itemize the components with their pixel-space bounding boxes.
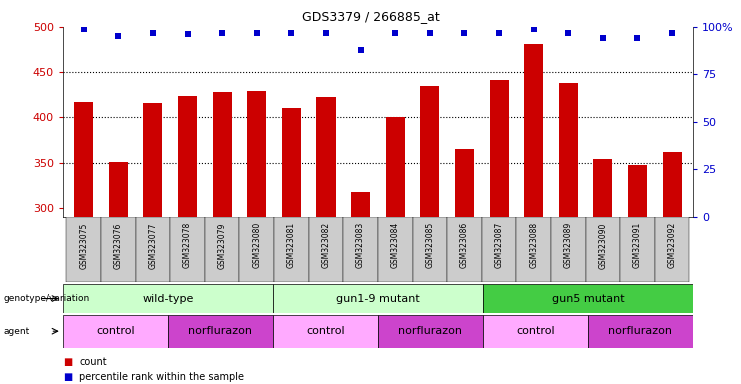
Bar <box>588 315 693 348</box>
Bar <box>63 284 273 313</box>
Text: GSM323079: GSM323079 <box>218 222 227 268</box>
Bar <box>594 159 612 217</box>
Bar <box>316 98 336 217</box>
Text: GSM323086: GSM323086 <box>460 222 469 268</box>
Bar <box>168 315 273 348</box>
Bar <box>655 217 689 282</box>
Bar <box>273 315 378 348</box>
Text: GSM323088: GSM323088 <box>529 222 538 268</box>
Text: control: control <box>516 326 555 336</box>
Bar <box>273 284 483 313</box>
Point <box>666 30 678 36</box>
Text: GSM323085: GSM323085 <box>425 222 434 268</box>
Point <box>631 35 643 41</box>
Text: percentile rank within the sample: percentile rank within the sample <box>79 372 245 382</box>
Text: GSM323077: GSM323077 <box>148 222 158 268</box>
Text: GSM323075: GSM323075 <box>79 222 88 268</box>
Bar <box>620 217 655 282</box>
Bar <box>455 149 474 217</box>
Bar <box>585 217 620 282</box>
Text: wild-type: wild-type <box>142 293 193 304</box>
Point <box>389 30 401 36</box>
Point <box>528 26 539 32</box>
Bar <box>662 152 682 217</box>
Point <box>216 30 228 36</box>
Bar <box>74 102 93 217</box>
Bar <box>213 92 232 217</box>
Point <box>493 30 505 36</box>
Text: control: control <box>96 326 135 336</box>
Bar <box>524 44 543 217</box>
Text: control: control <box>306 326 345 336</box>
Bar <box>483 315 588 348</box>
Bar <box>490 80 508 217</box>
Bar <box>420 86 439 217</box>
Bar <box>144 103 162 217</box>
Text: agent: agent <box>4 327 30 336</box>
Bar <box>559 83 578 217</box>
Text: GSM323083: GSM323083 <box>356 222 365 268</box>
Bar <box>170 217 205 282</box>
Text: GSM323089: GSM323089 <box>564 222 573 268</box>
Text: norflurazon: norflurazon <box>608 326 672 336</box>
Point <box>182 31 193 38</box>
Bar <box>482 217 516 282</box>
Point <box>251 30 263 36</box>
Bar <box>516 217 551 282</box>
Text: ■: ■ <box>63 357 72 367</box>
Bar <box>67 217 101 282</box>
Text: GSM323082: GSM323082 <box>322 222 330 268</box>
Bar <box>551 217 585 282</box>
Point <box>320 30 332 36</box>
Bar <box>413 217 447 282</box>
Point <box>78 26 90 32</box>
Text: count: count <box>79 357 107 367</box>
Text: GSM323091: GSM323091 <box>633 222 642 268</box>
Bar <box>378 217 413 282</box>
Point <box>113 33 124 40</box>
Text: norflurazon: norflurazon <box>188 326 253 336</box>
Bar <box>63 315 168 348</box>
Point <box>459 30 471 36</box>
Text: GSM323078: GSM323078 <box>183 222 192 268</box>
Text: genotype/variation: genotype/variation <box>4 294 90 303</box>
Text: gun5 mutant: gun5 mutant <box>551 293 624 304</box>
Text: GSM323076: GSM323076 <box>114 222 123 268</box>
Text: norflurazon: norflurazon <box>399 326 462 336</box>
Point <box>355 46 367 53</box>
Bar <box>483 284 693 313</box>
Bar <box>386 118 405 217</box>
Bar <box>109 162 128 217</box>
Bar <box>101 217 136 282</box>
Text: ■: ■ <box>63 372 72 382</box>
Point <box>562 30 574 36</box>
Text: GDS3379 / 266885_at: GDS3379 / 266885_at <box>302 10 439 23</box>
Bar <box>309 217 343 282</box>
Point <box>424 30 436 36</box>
Bar <box>378 315 483 348</box>
Bar <box>247 91 266 217</box>
Bar <box>136 217 170 282</box>
Text: GSM323090: GSM323090 <box>598 222 608 268</box>
Bar <box>351 192 370 217</box>
Point <box>597 35 609 41</box>
Text: GSM323087: GSM323087 <box>494 222 504 268</box>
Text: GSM323080: GSM323080 <box>252 222 262 268</box>
Text: GSM323092: GSM323092 <box>668 222 677 268</box>
Bar <box>628 166 647 217</box>
Bar <box>274 217 309 282</box>
Bar <box>205 217 239 282</box>
Text: GSM323081: GSM323081 <box>287 222 296 268</box>
Bar <box>178 96 197 217</box>
Bar <box>282 108 301 217</box>
Bar <box>447 217 482 282</box>
Bar <box>239 217 274 282</box>
Text: GSM323084: GSM323084 <box>391 222 399 268</box>
Point <box>147 30 159 36</box>
Bar <box>343 217 378 282</box>
Point <box>285 30 297 36</box>
Text: gun1-9 mutant: gun1-9 mutant <box>336 293 420 304</box>
